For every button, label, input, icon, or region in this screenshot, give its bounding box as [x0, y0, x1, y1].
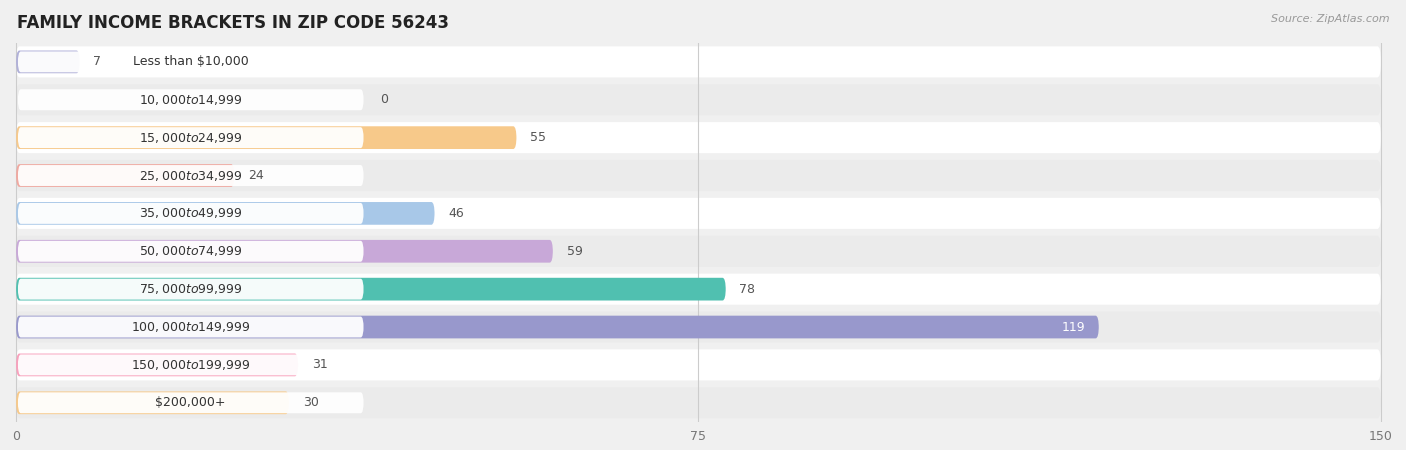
FancyBboxPatch shape	[18, 165, 364, 186]
Text: $75,000 to $99,999: $75,000 to $99,999	[139, 282, 242, 296]
FancyBboxPatch shape	[15, 274, 1381, 305]
FancyBboxPatch shape	[15, 202, 434, 225]
Text: $25,000 to $34,999: $25,000 to $34,999	[139, 168, 242, 183]
Text: 30: 30	[302, 396, 319, 410]
Text: 78: 78	[740, 283, 755, 296]
Text: 119: 119	[1062, 320, 1085, 333]
FancyBboxPatch shape	[15, 164, 235, 187]
FancyBboxPatch shape	[15, 84, 1381, 115]
FancyBboxPatch shape	[15, 392, 290, 414]
FancyBboxPatch shape	[15, 311, 1381, 342]
Text: FAMILY INCOME BRACKETS IN ZIP CODE 56243: FAMILY INCOME BRACKETS IN ZIP CODE 56243	[17, 14, 449, 32]
Text: $200,000+: $200,000+	[156, 396, 226, 410]
FancyBboxPatch shape	[15, 387, 1381, 418]
FancyBboxPatch shape	[18, 241, 364, 262]
FancyBboxPatch shape	[15, 315, 1099, 338]
FancyBboxPatch shape	[15, 349, 1381, 380]
Text: 55: 55	[530, 131, 546, 144]
FancyBboxPatch shape	[18, 316, 364, 338]
FancyBboxPatch shape	[18, 127, 364, 148]
Text: $150,000 to $199,999: $150,000 to $199,999	[131, 358, 250, 372]
FancyBboxPatch shape	[15, 354, 298, 376]
Text: $35,000 to $49,999: $35,000 to $49,999	[139, 207, 242, 220]
FancyBboxPatch shape	[15, 236, 1381, 267]
FancyBboxPatch shape	[18, 355, 364, 375]
FancyBboxPatch shape	[15, 46, 1381, 77]
Text: 24: 24	[247, 169, 264, 182]
Text: $100,000 to $149,999: $100,000 to $149,999	[131, 320, 250, 334]
FancyBboxPatch shape	[18, 51, 364, 72]
FancyBboxPatch shape	[15, 50, 80, 73]
Text: Source: ZipAtlas.com: Source: ZipAtlas.com	[1271, 14, 1389, 23]
Text: 59: 59	[567, 245, 582, 258]
FancyBboxPatch shape	[15, 160, 1381, 191]
Text: 7: 7	[93, 55, 101, 68]
FancyBboxPatch shape	[15, 278, 725, 301]
FancyBboxPatch shape	[18, 279, 364, 300]
FancyBboxPatch shape	[18, 203, 364, 224]
FancyBboxPatch shape	[18, 89, 364, 110]
FancyBboxPatch shape	[15, 198, 1381, 229]
FancyBboxPatch shape	[15, 126, 516, 149]
Text: 0: 0	[380, 93, 388, 106]
FancyBboxPatch shape	[15, 240, 553, 263]
Text: $15,000 to $24,999: $15,000 to $24,999	[139, 130, 242, 144]
Text: 31: 31	[312, 358, 328, 371]
Text: $50,000 to $74,999: $50,000 to $74,999	[139, 244, 242, 258]
Text: 46: 46	[449, 207, 464, 220]
FancyBboxPatch shape	[15, 122, 1381, 153]
FancyBboxPatch shape	[18, 392, 364, 413]
Text: $10,000 to $14,999: $10,000 to $14,999	[139, 93, 242, 107]
Text: Less than $10,000: Less than $10,000	[132, 55, 249, 68]
